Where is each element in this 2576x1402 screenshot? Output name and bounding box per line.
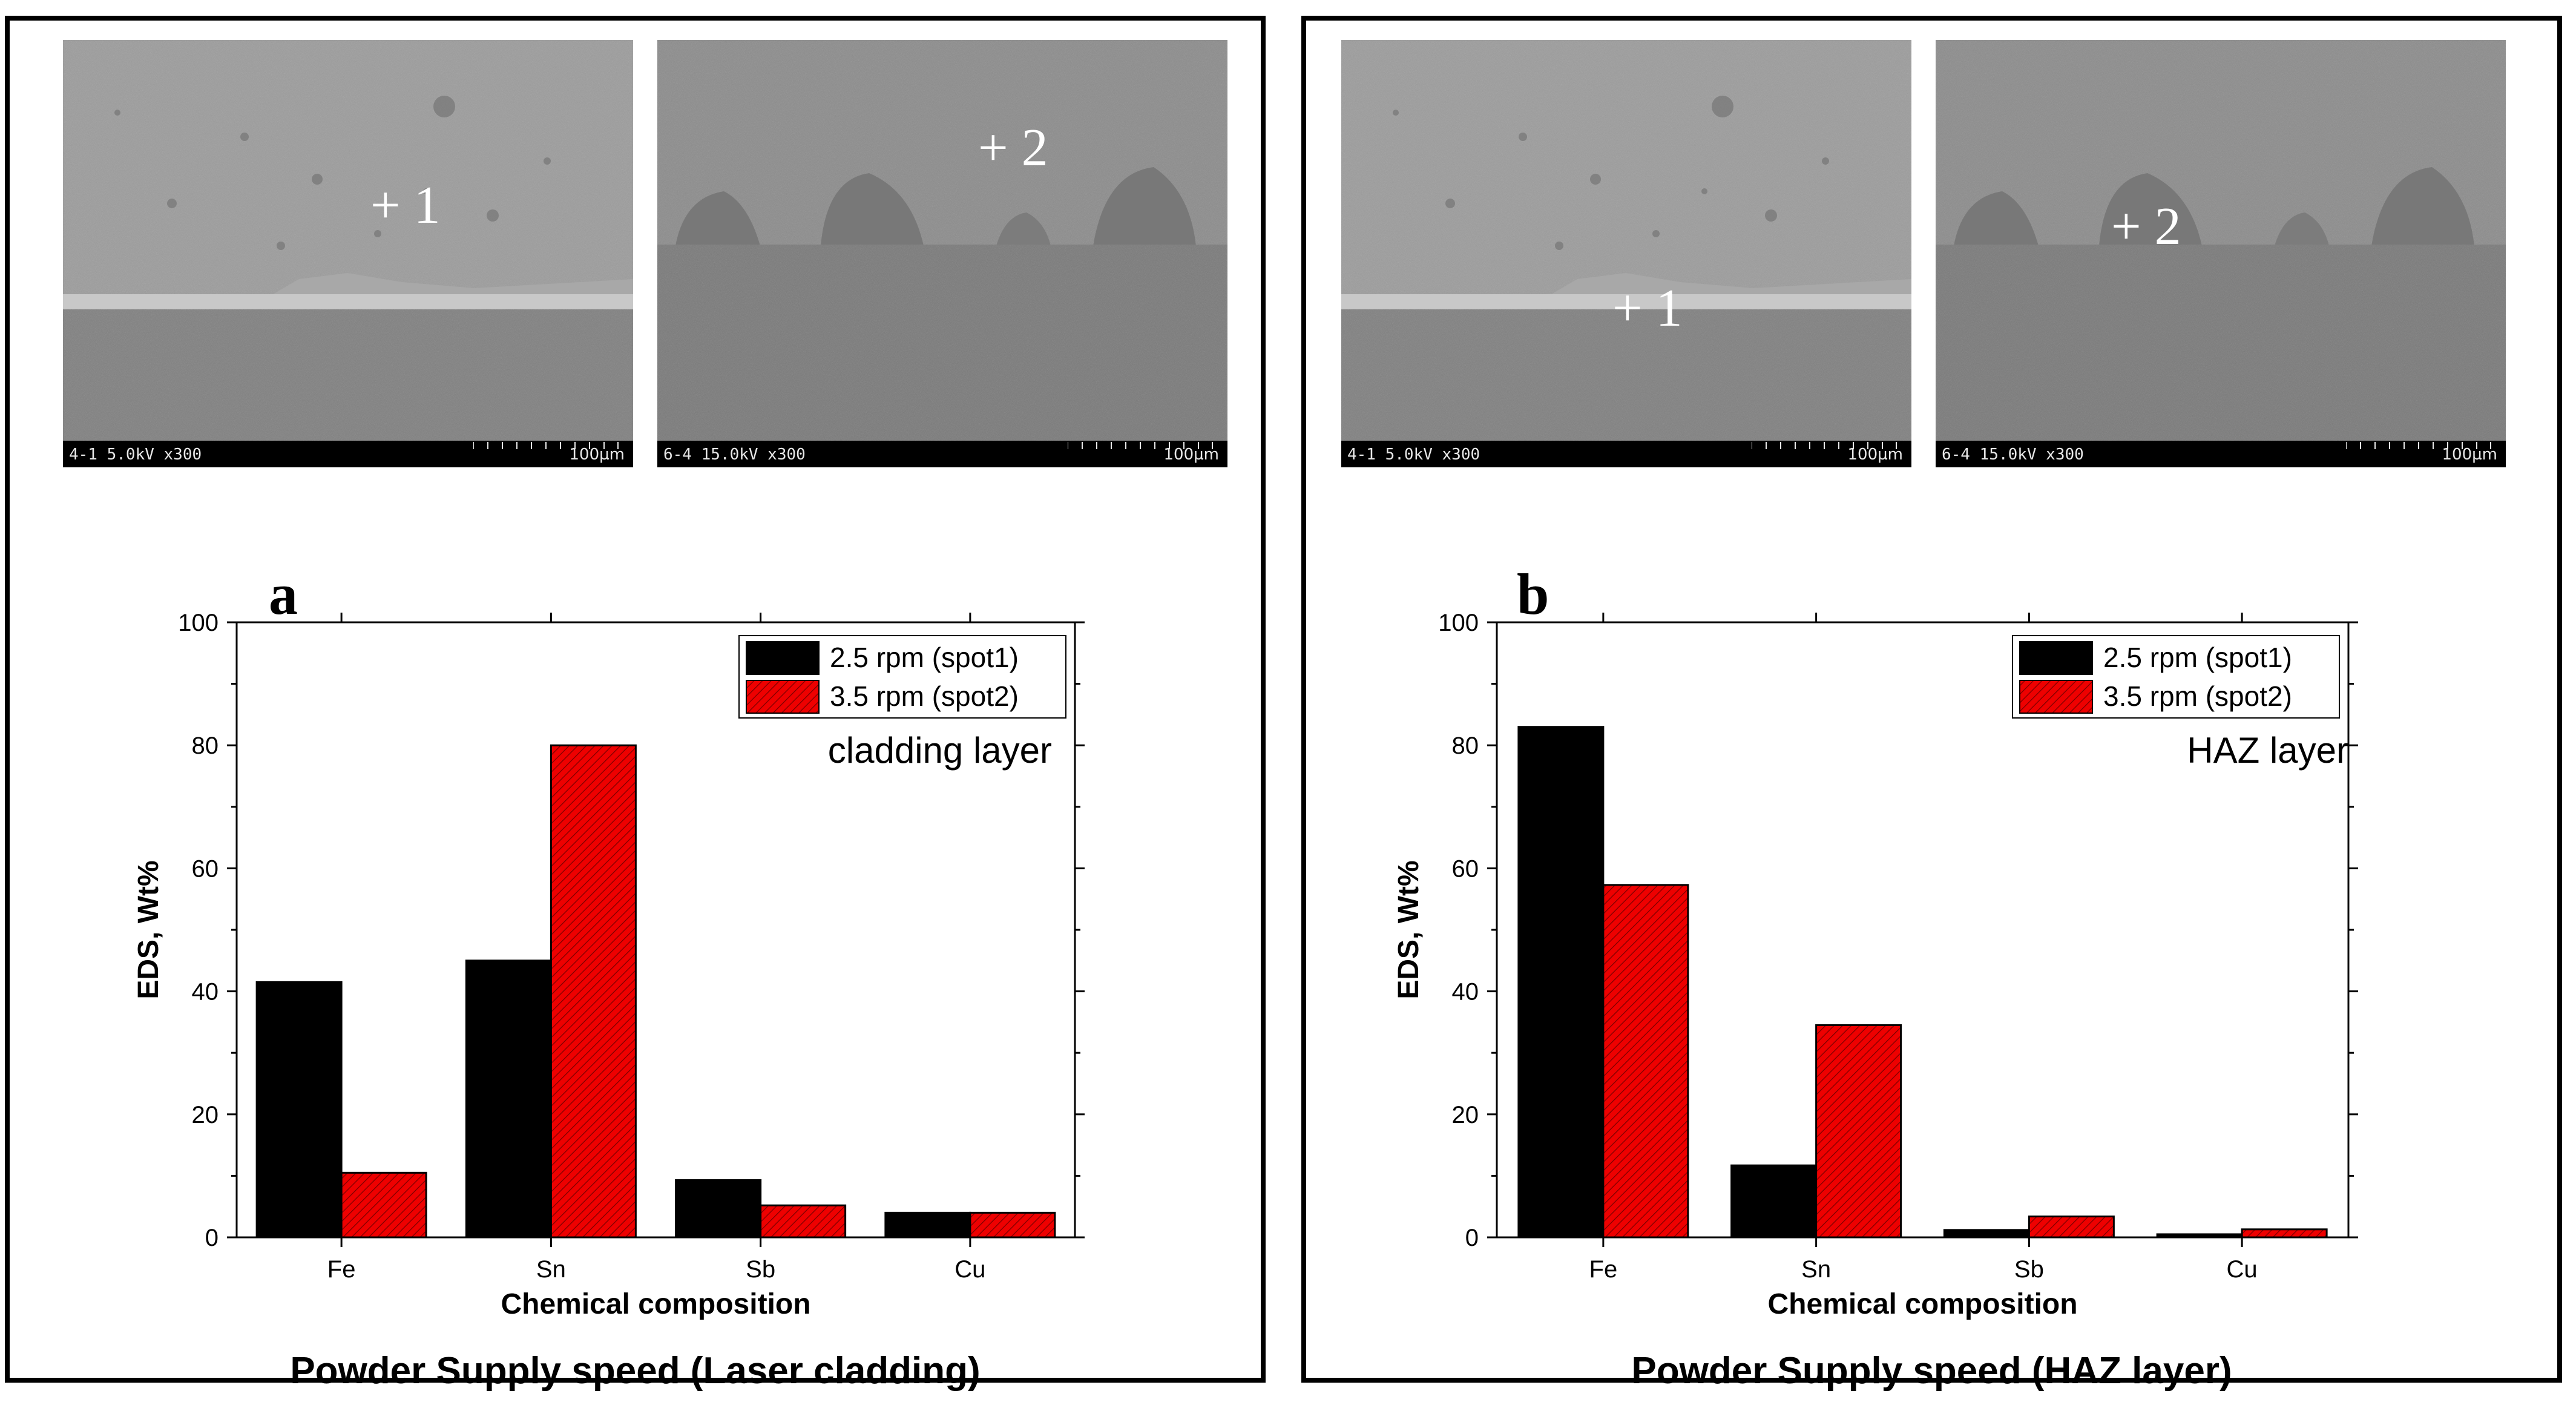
- sem-caption-left: 6-4 15.0kV x300: [663, 446, 806, 464]
- bar-fe-series-2: [340, 1171, 427, 1239]
- eds-bar-chart-a: 0 20 40 60 80 100 Fe Sn Sb Cu Chemical composition…: [133, 610, 1085, 1320]
- y-tick-label: 0: [205, 1225, 218, 1251]
- sem-caption-bar: [1341, 441, 1911, 467]
- legend-label-series-2: 3.5 rpm (spot2): [2103, 680, 2292, 712]
- x-tick-label: Sn: [1801, 1256, 1831, 1283]
- sem-caption-scale: 100µm: [569, 446, 625, 464]
- panel-letter: b: [1517, 562, 1549, 627]
- y-tick-label: 20: [1452, 1102, 1479, 1128]
- bar-fe-series-2: [1602, 884, 1689, 1239]
- scale-bar-ticks: [1752, 442, 1897, 449]
- y-tick-label: 60: [1452, 855, 1479, 882]
- bar-sb-series-2: [2028, 1215, 2115, 1239]
- sem-micrograph: [1936, 40, 2506, 467]
- legend-label-series-2: 3.5 rpm (spot2): [830, 680, 1019, 712]
- legend-label-series-1: 2.5 rpm (spot1): [830, 642, 1019, 673]
- sem-caption-left: 4-1 5.0kV x300: [1347, 446, 1480, 464]
- bar-sn-series-2: [1815, 1024, 1902, 1239]
- bar-cu-series-2: [2241, 1228, 2328, 1239]
- sem-caption-scale: 100µm: [1163, 446, 1220, 464]
- sem-caption-bar: [657, 441, 1227, 467]
- y-tick-label: 80: [192, 732, 219, 759]
- legend-label-series-1: 2.5 rpm (spot1): [2103, 642, 2292, 673]
- y-axis-label: EDS, Wt%: [133, 860, 165, 999]
- spot-marker: + 1: [1612, 279, 1683, 338]
- y-tick-label: 80: [1452, 732, 1479, 759]
- y-tick-label: 40: [192, 979, 219, 1005]
- y-tick-label: 0: [1465, 1225, 1479, 1251]
- panel-letter: a: [269, 562, 298, 627]
- bar-sn-series-2: [550, 744, 637, 1239]
- scale-bar-ticks: [2346, 442, 2491, 449]
- spot-marker: + 2: [2111, 197, 2181, 256]
- sem-caption-left: 4-1 5.0kV x300: [69, 446, 202, 464]
- bar-sb-series-1: [1943, 1229, 2030, 1239]
- panel-a: 4-1 5.0kV x300 100µm + 1 6-4: [5, 16, 1266, 1390]
- y-tick-label: 40: [1452, 979, 1479, 1005]
- x-tick-label: Sb: [2014, 1256, 2044, 1283]
- sem-caption-left: 6-4 15.0kV x300: [1942, 446, 2084, 464]
- legend-swatch-series-1: [746, 641, 820, 675]
- bar-fe-series-1: [255, 981, 343, 1239]
- scale-bar-ticks: [1068, 442, 1213, 449]
- eds-bar-chart-b: 0 20 40 60 80 100 Fe Sn Sb Cu Chemical composition…: [1393, 610, 2358, 1320]
- legend-swatch-series-1: [2019, 641, 2093, 675]
- panel-caption: Powder Supply speed (Laser cladding): [290, 1350, 981, 1392]
- x-tick-label: Fe: [327, 1256, 356, 1283]
- y-tick-label: 100: [178, 610, 218, 636]
- sem-image-b2: 6-4 15.0kV x300 100µm + 2: [1936, 40, 2506, 467]
- sem-image-a2: 6-4 15.0kV x300 100µm + 2: [657, 40, 1227, 467]
- x-axis-label: Chemical composition: [1767, 1288, 2077, 1320]
- chart-annotation: HAZ layer: [2187, 730, 2348, 771]
- bar-sn-series-1: [1730, 1164, 1818, 1239]
- chart-annotation: cladding layer: [828, 730, 1052, 771]
- sem-caption-scale: 100µm: [2442, 446, 2498, 464]
- sem-caption-bar: [63, 441, 633, 467]
- y-tick-label: 100: [1438, 610, 1479, 636]
- x-tick-label: Cu: [2227, 1256, 2258, 1283]
- legend-swatch-series-2: [746, 680, 820, 714]
- x-tick-label: Sn: [536, 1256, 566, 1283]
- sem-image-a1: 4-1 5.0kV x300 100µm + 1: [63, 40, 633, 467]
- y-tick-label: 20: [192, 1102, 219, 1128]
- x-tick-label: Cu: [954, 1256, 985, 1283]
- spot-marker: + 2: [978, 119, 1048, 177]
- bar-fe-series-1: [1517, 726, 1605, 1239]
- sem-caption-bar: [1936, 441, 2506, 467]
- legend-swatch-series-2: [2019, 680, 2093, 714]
- x-axis-label: Chemical composition: [501, 1288, 810, 1320]
- scale-bar-ticks: [473, 442, 619, 449]
- bar-sn-series-1: [465, 959, 552, 1239]
- bar-cu-series-1: [884, 1211, 971, 1239]
- panel-b: 4-1 5.0kV x300 100µm + 1 6-4: [1301, 16, 2562, 1390]
- bar-cu-series-2: [969, 1211, 1056, 1239]
- spot-marker: + 1: [370, 176, 441, 235]
- bar-sb-series-2: [760, 1204, 847, 1239]
- x-tick-label: Sb: [746, 1256, 775, 1283]
- sem-caption-scale: 100µm: [1847, 446, 1904, 464]
- panel-caption: Powder Supply speed (HAZ layer): [1631, 1350, 2232, 1392]
- sem-micrograph: [657, 40, 1227, 467]
- bar-sb-series-1: [675, 1179, 762, 1239]
- sem-image-b1: 4-1 5.0kV x300 100µm + 1: [1341, 40, 1911, 467]
- y-tick-label: 60: [192, 855, 219, 882]
- x-tick-label: Fe: [1589, 1256, 1618, 1283]
- y-axis-label: EDS, Wt%: [1393, 860, 1425, 999]
